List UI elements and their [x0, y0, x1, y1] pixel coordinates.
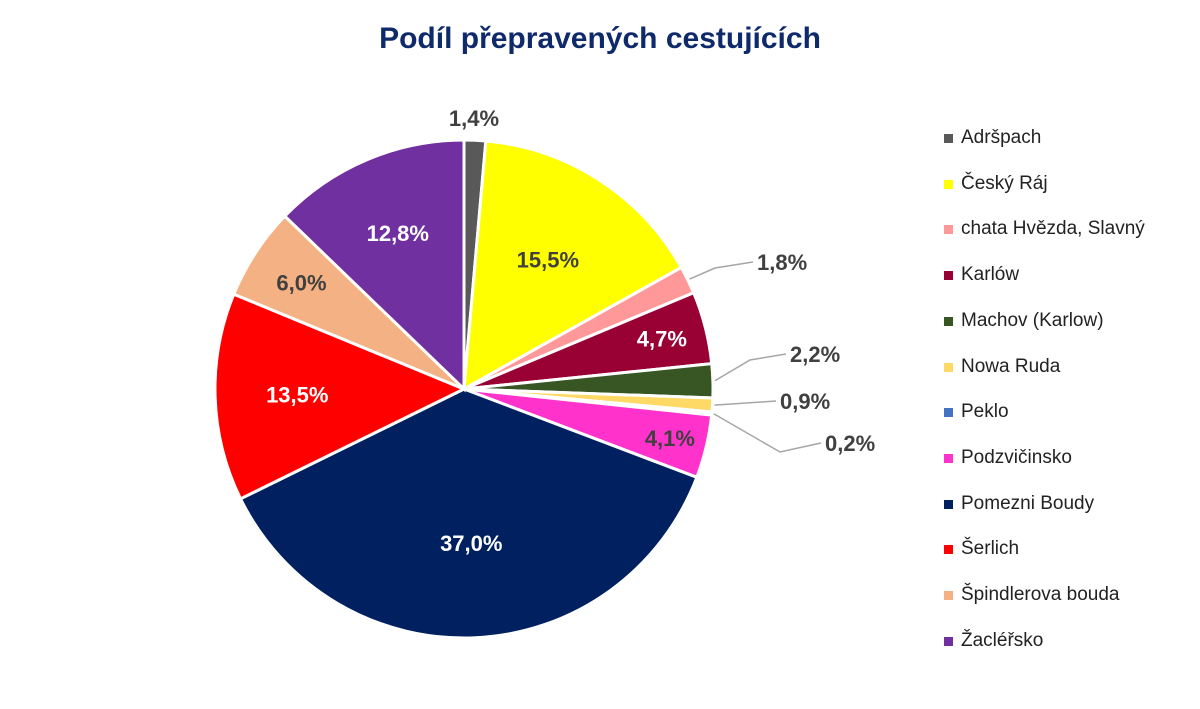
legend-swatch [944, 591, 953, 600]
legend-item: Adršpach [944, 127, 1184, 151]
legend-item: chata Hvězda, Slavný [944, 218, 1184, 242]
legend-item: Karlów [944, 264, 1184, 288]
leader-line [713, 413, 822, 453]
legend-swatch [944, 545, 953, 555]
slice-value-label: 4,1% [645, 426, 695, 451]
legend-label: Podzvičinsko [961, 446, 1072, 468]
legend-label: Adršpach [961, 127, 1042, 148]
legend-swatch [944, 499, 953, 509]
leader-line [714, 353, 787, 382]
legend-label: Český Ráj [961, 172, 1048, 194]
legend-swatch [944, 316, 953, 326]
legend-label: Machov (Karlow) [961, 309, 1104, 331]
legend-item: Podzvičinsko [944, 447, 1184, 471]
legend-label: Peklo [961, 401, 1009, 423]
legend-swatch [944, 362, 953, 372]
legend-item: Peklo [944, 401, 1184, 425]
slice-value-label: 2,2% [790, 342, 840, 367]
leader-line [714, 400, 777, 406]
pie-slice-2 [462, 139, 684, 392]
slice-value-label: 37,0% [440, 531, 502, 556]
legend-item: Šerlich [944, 538, 1184, 562]
legend-item: Žacléřsko [944, 630, 1184, 654]
legend-item: Nowa Ruda [944, 356, 1184, 380]
pie-slice-12 [282, 138, 466, 393]
slice-value-label: 0,9% [780, 389, 830, 414]
slice-value-label: 4,7% [637, 327, 687, 352]
legend-item: Český Ráj [944, 173, 1184, 197]
legend-label: Karlów [961, 264, 1020, 286]
slice-value-label: 0,2% [825, 431, 875, 456]
legend-swatch [944, 453, 953, 463]
pie-slice-9 [238, 387, 699, 640]
slice-value-label: 13,5% [266, 382, 328, 407]
legend-label: Šerlich [961, 538, 1020, 560]
legend-item: Machov (Karlow) [944, 310, 1184, 334]
legend-label: chata Hvězda, Slavný [961, 218, 1145, 240]
legend-label: Pomezni Boudy [961, 492, 1095, 514]
slice-value-label: 1,8% [757, 250, 807, 275]
slice-value-label: 1,4% [449, 106, 499, 131]
legend-label: Nowa Ruda [961, 355, 1061, 377]
chart-title: Podíl přepravených cestujících [379, 22, 821, 55]
leader-line [689, 261, 754, 280]
legend-swatch [944, 179, 953, 189]
slice-value-label: 15,5% [517, 247, 579, 272]
legend-label: Špindlerova bouda [961, 584, 1120, 605]
legend-swatch [944, 271, 953, 281]
legend-swatch [944, 408, 953, 418]
slice-value-label: 6,0% [276, 271, 326, 296]
slice-value-label: 12,8% [367, 221, 429, 246]
legend-swatch [944, 636, 953, 646]
legend-swatch [944, 225, 953, 235]
legend-swatch [944, 134, 953, 143]
legend-label: Žacléřsko [961, 629, 1044, 651]
pie-slice-10 [213, 292, 468, 501]
legend-item: Pomezni Boudy [944, 493, 1184, 517]
legend-item: Špindlerova bouda [944, 584, 1184, 608]
